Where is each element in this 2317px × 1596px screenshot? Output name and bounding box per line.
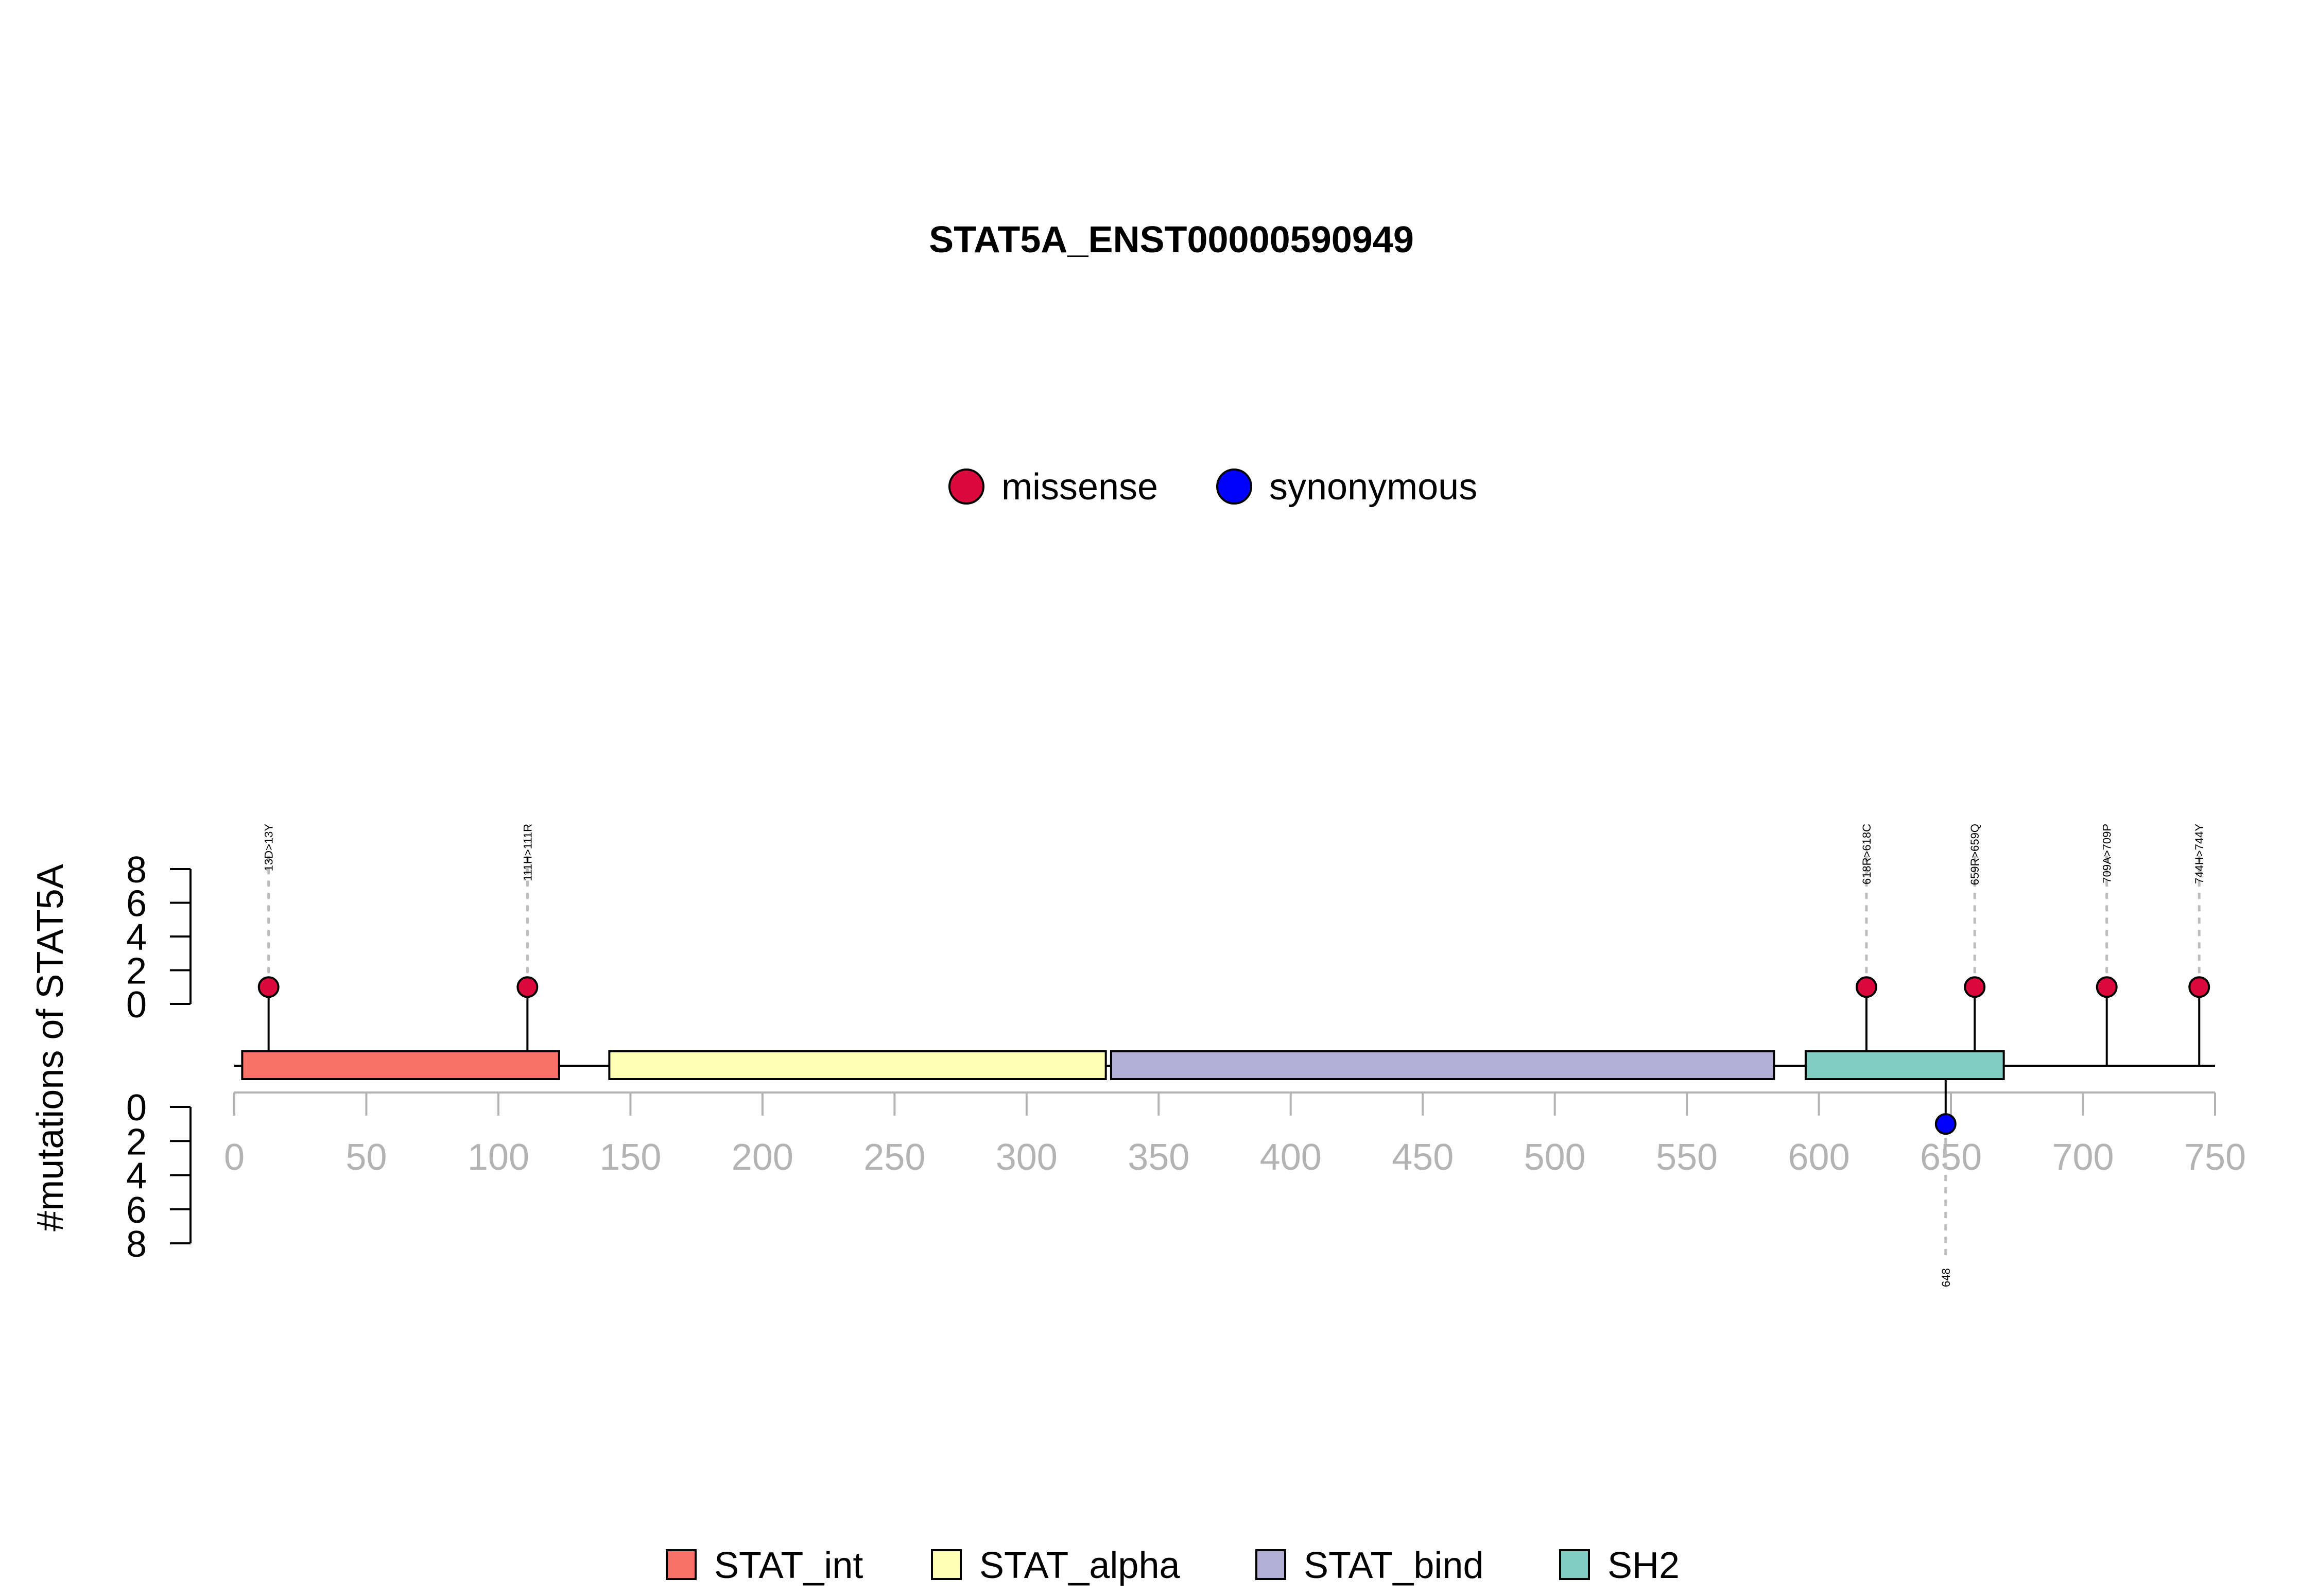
mutation-label: 709A>709P [2101, 824, 2114, 883]
domain-STAT_alpha [608, 1050, 1107, 1080]
legend-STAT_int-swatch [666, 1549, 697, 1580]
y-tick-label-upper: 6 [126, 883, 147, 925]
mutation-label: 13D>13Y [263, 824, 275, 872]
y-tick-label-lower: 8 [126, 1224, 147, 1265]
x-tick-label: 400 [1260, 1137, 1322, 1178]
domains-layer [241, 1050, 2005, 1080]
mutation-head-missense [516, 976, 539, 998]
x-tick-label: 750 [2184, 1137, 2246, 1178]
legend-SH2-label: SH2 [1607, 1545, 1680, 1586]
domain-STAT_bind [1110, 1050, 1775, 1080]
legend-SH2-swatch [1559, 1549, 1590, 1580]
mutation-label: 111H>111R [521, 824, 534, 881]
legend-STAT_alpha-swatch [931, 1549, 962, 1580]
mutation-label: 618R>618C [1860, 824, 1873, 884]
x-tick-label: 450 [1392, 1137, 1454, 1178]
mutation-type-legend: missense synonymous [948, 466, 1477, 508]
x-tick-label: 150 [599, 1137, 661, 1178]
legend-missense-label: missense [1001, 466, 1158, 508]
y-tick-label-upper: 8 [126, 849, 147, 891]
mutation-head-missense [257, 976, 280, 998]
y-tick-label-upper: 0 [126, 984, 147, 1026]
x-tick-label: 0 [224, 1137, 245, 1178]
chart-title: STAT5A_ENST00000590949 [929, 219, 1414, 261]
x-tick-label: 300 [996, 1137, 1058, 1178]
x-tick-label: 650 [1920, 1137, 1982, 1178]
mutation-head-missense [1855, 976, 1877, 998]
domain-legend: STAT_int STAT_alpha STAT_bind SH2 [666, 1545, 1680, 1586]
mutation-label: 744H>744Y [2193, 824, 2206, 884]
x-tick-label: 350 [1128, 1137, 1189, 1178]
x-tick-label: 50 [345, 1137, 387, 1178]
legend-missense-marker [948, 469, 984, 505]
legend-STAT_int-label: STAT_int [714, 1545, 863, 1586]
mutation-head-missense [2096, 976, 2118, 998]
mutation-heads-layer [257, 976, 2210, 1135]
mutation-label: 648 [1940, 1268, 1952, 1287]
mutation-head-missense [1964, 976, 1986, 998]
x-tick-label: 550 [1656, 1137, 1718, 1178]
legend-synonymous-marker [1216, 469, 1252, 505]
domain-SH2 [1804, 1050, 2005, 1080]
mutation-head-synonymous [1934, 1113, 1957, 1135]
y-axis-label: #mutations of STAT5A [30, 864, 71, 1231]
x-tick-label: 250 [863, 1137, 925, 1178]
x-tick-label: 200 [732, 1137, 793, 1178]
legend-STAT_bind-swatch [1255, 1549, 1286, 1580]
x-tick-label: 100 [468, 1137, 529, 1178]
x-axis: 0 50 100 150 200 250 300 350 400 450 500 550 600 650 7… [224, 1091, 2246, 1178]
y-tick-label-upper: 2 [126, 951, 147, 992]
y-tick-label-lower: 0 [126, 1087, 147, 1129]
legend-STAT_alpha-label: STAT_alpha [979, 1545, 1180, 1586]
y-tick-label-lower: 2 [126, 1121, 147, 1163]
mutation-labels-layer: 13D>13Y 111H>111R 618R>618C 659R>659Q 709A>7… [263, 824, 2206, 1287]
y-tick-label-lower: 4 [126, 1156, 147, 1197]
legend-synonymous-label: synonymous [1269, 466, 1477, 508]
domain-STAT_int [241, 1050, 560, 1080]
mutation-head-missense [2188, 976, 2210, 998]
legend-STAT_bind-label: STAT_bind [1304, 1545, 1484, 1586]
y-tick-label-lower: 6 [126, 1190, 147, 1231]
y-tick-label-upper: 4 [126, 917, 147, 958]
x-tick-label: 500 [1524, 1137, 1586, 1178]
x-tick-label: 600 [1788, 1137, 1850, 1178]
x-tick-label: 700 [2052, 1137, 2114, 1178]
mutation-label: 659R>659Q [1968, 824, 1981, 885]
